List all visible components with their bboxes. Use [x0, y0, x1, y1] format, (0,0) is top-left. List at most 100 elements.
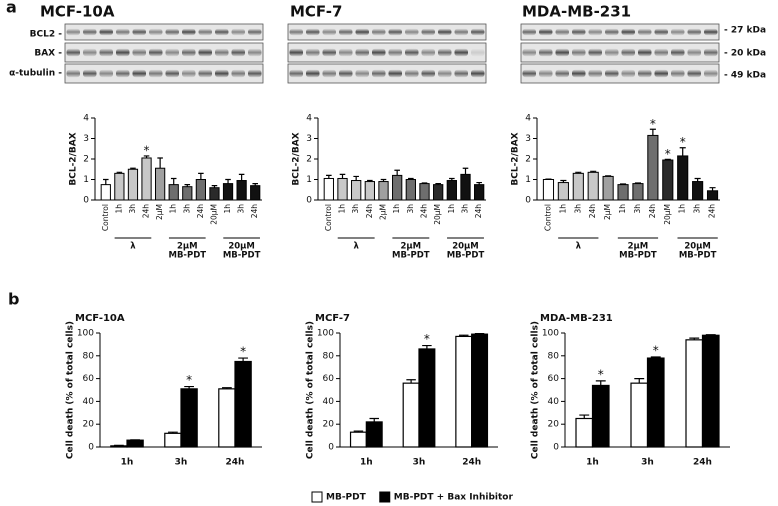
- group-label: 20μM: [684, 242, 711, 252]
- blot-band: [372, 28, 386, 36]
- blot-band: [539, 28, 553, 36]
- y-tick-label: 20: [548, 420, 560, 430]
- x-tick-label: Control: [324, 204, 333, 231]
- y-tick-label: 0: [88, 443, 94, 453]
- blot-band: [322, 69, 336, 78]
- blot-band: [621, 69, 635, 78]
- blot-band: [704, 28, 718, 36]
- bar: [662, 159, 674, 201]
- error-bar: [225, 178, 231, 184]
- bar: [471, 333, 489, 448]
- significance-marker: *: [144, 143, 150, 157]
- blot-strip: [520, 63, 720, 84]
- y-tick-label: 3: [83, 134, 89, 144]
- blot-band: [687, 48, 701, 57]
- blots: [64, 23, 720, 84]
- bar: [557, 182, 569, 201]
- bar: [337, 177, 348, 201]
- bar: [701, 334, 720, 448]
- blot-band: [231, 69, 245, 78]
- x-tick-label: 1h: [447, 204, 456, 214]
- x-tick-label: 24h: [462, 458, 481, 468]
- y-tick-label: 80: [323, 351, 335, 361]
- group-label: MB-PDT: [223, 251, 261, 261]
- blot-band: [83, 69, 97, 78]
- bar: [182, 186, 193, 201]
- bar: [180, 388, 198, 448]
- bar: [378, 181, 389, 201]
- bar: [446, 180, 457, 201]
- blot-band: [671, 28, 685, 36]
- blot-band: [388, 69, 402, 78]
- blot-band: [471, 48, 485, 57]
- y-axis-label: Cell death (% of total cells): [531, 321, 541, 459]
- bar: [222, 183, 234, 201]
- error-bar: [694, 177, 701, 182]
- group-label: λ: [576, 242, 582, 252]
- blot-band: [454, 69, 468, 78]
- error-bar: [394, 169, 400, 176]
- blot-band: [687, 28, 701, 36]
- y-tick-label: 0: [328, 443, 334, 453]
- blot-strip: [287, 42, 487, 63]
- y-tick-label: 100: [317, 329, 334, 339]
- bar: [100, 184, 111, 201]
- bar: [114, 172, 125, 201]
- blot-band: [471, 69, 485, 78]
- blot-band: [306, 69, 320, 78]
- blot-band: [322, 28, 336, 36]
- x-tick-label: 1h: [678, 204, 687, 214]
- blot-band: [132, 69, 146, 78]
- blot-band: [671, 48, 685, 57]
- bar: [419, 183, 430, 201]
- blot-strip: [520, 23, 720, 41]
- bar: [236, 180, 247, 201]
- bar: [218, 388, 236, 448]
- y-tick-label: 40: [548, 397, 560, 407]
- blot-band: [372, 48, 386, 57]
- blot-band: [588, 48, 602, 57]
- blot-band: [132, 28, 146, 36]
- error-bar: [157, 157, 163, 169]
- y-tick-label: 2: [83, 155, 89, 165]
- blot-band: [405, 48, 419, 57]
- x-tick-label: 24h: [708, 204, 717, 219]
- blot-row-label: α-tubulin -: [9, 69, 62, 79]
- blot-band: [182, 48, 196, 57]
- blot-band: [522, 28, 536, 36]
- chart-title: MDA-MB-231: [540, 313, 613, 324]
- blot-band: [198, 28, 212, 36]
- blot-band: [289, 28, 303, 36]
- legend-label: MB-PDT: [326, 493, 367, 503]
- y-axis-label: BCL-2/BAX: [292, 132, 302, 185]
- bar: [646, 357, 665, 448]
- bar: [692, 181, 704, 201]
- legend-label: MB-PDT + Bax Inhibitor: [394, 493, 514, 503]
- blot-band: [355, 28, 369, 36]
- error-bar: [634, 378, 645, 384]
- x-tick-label: 3h: [633, 204, 642, 214]
- bar: [392, 174, 403, 201]
- y-tick-label: 1: [525, 175, 531, 185]
- x-tick-label: 24h: [365, 204, 374, 219]
- x-tick-label: 1h: [392, 204, 401, 214]
- blot-band: [638, 28, 652, 36]
- blot-strip: [64, 63, 264, 84]
- blot-band: [588, 69, 602, 78]
- blot-band: [149, 69, 163, 78]
- bar: [155, 167, 166, 201]
- x-tick-label: 1h: [338, 204, 347, 214]
- bar: [323, 177, 334, 201]
- bar: [632, 183, 644, 201]
- bar: [685, 339, 704, 448]
- bar: [405, 179, 416, 201]
- x-tick-label: 1h: [586, 458, 599, 468]
- x-tick-label: 1h: [558, 204, 567, 214]
- blot-band: [605, 48, 619, 57]
- y-tick-label: 0: [553, 443, 559, 453]
- blot-band: [638, 69, 652, 78]
- x-tick-label: 24h: [142, 204, 151, 219]
- bar: [365, 421, 383, 448]
- bar: [127, 168, 139, 201]
